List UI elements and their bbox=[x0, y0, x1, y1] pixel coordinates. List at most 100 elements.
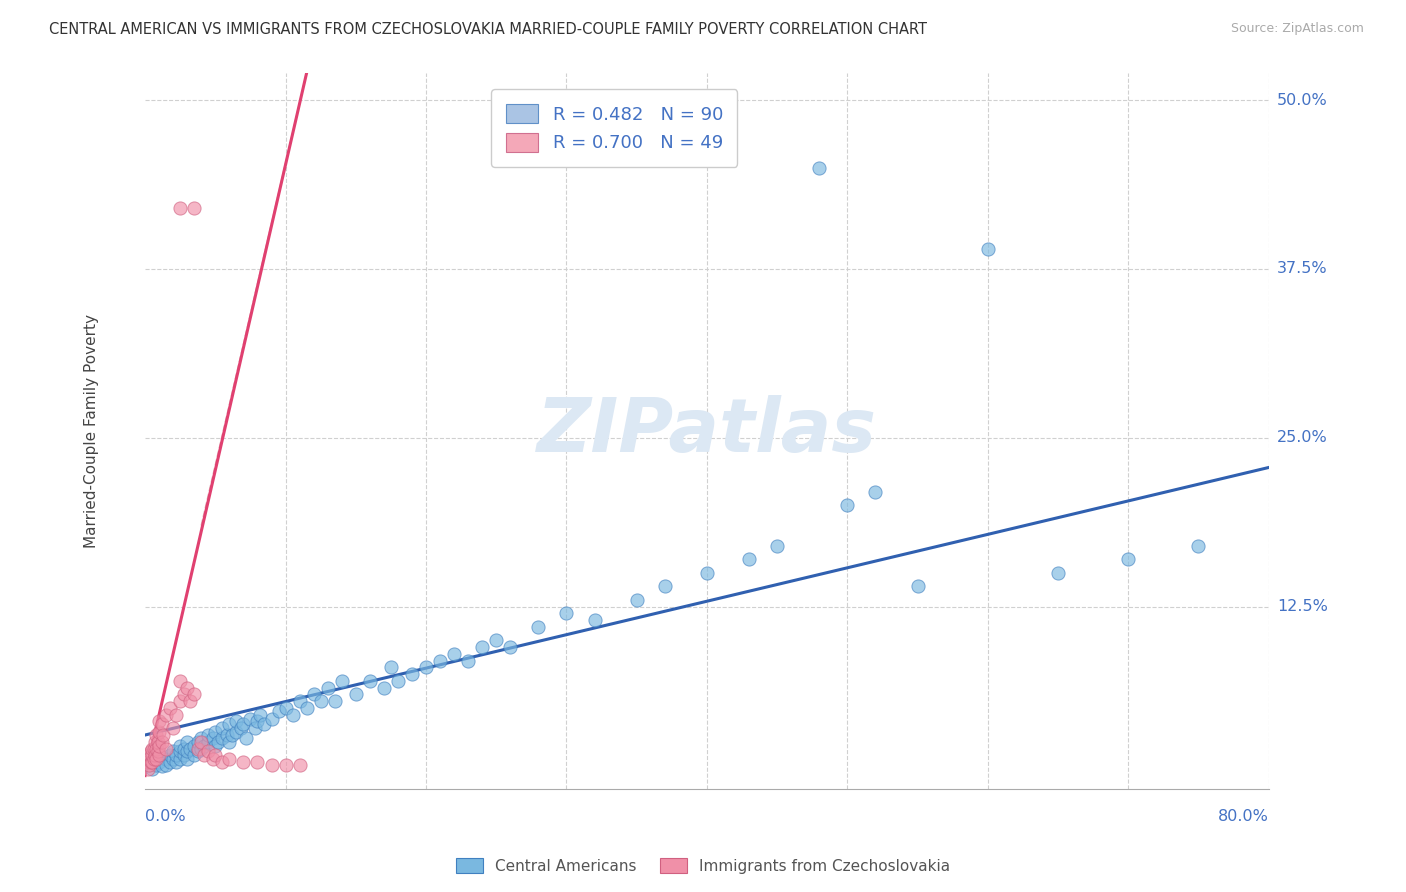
Point bbox=[162, 744, 184, 758]
Text: ZIPatlas: ZIPatlas bbox=[537, 394, 877, 467]
Point bbox=[176, 735, 198, 749]
Point bbox=[1116, 552, 1139, 566]
Point bbox=[274, 701, 297, 715]
Point bbox=[977, 242, 1000, 256]
Point bbox=[155, 741, 177, 756]
Point bbox=[146, 744, 169, 758]
Point bbox=[288, 757, 311, 772]
Point bbox=[246, 755, 269, 769]
Point bbox=[150, 759, 173, 773]
Point bbox=[246, 714, 269, 729]
Point bbox=[187, 735, 209, 749]
Text: 0.0%: 0.0% bbox=[145, 809, 186, 824]
Point bbox=[173, 741, 195, 756]
Point bbox=[159, 755, 181, 769]
Point bbox=[169, 744, 191, 758]
Legend: R = 0.482   N = 90, R = 0.700   N = 49: R = 0.482 N = 90, R = 0.700 N = 49 bbox=[491, 89, 737, 167]
Point bbox=[148, 725, 170, 739]
Point bbox=[165, 707, 187, 722]
Point bbox=[207, 735, 229, 749]
Text: CENTRAL AMERICAN VS IMMIGRANTS FROM CZECHOSLOVAKIA MARRIED-COUPLE FAMILY POVERTY: CENTRAL AMERICAN VS IMMIGRANTS FROM CZEC… bbox=[49, 22, 927, 37]
Point bbox=[155, 752, 177, 766]
Point bbox=[146, 735, 169, 749]
Point bbox=[288, 694, 311, 708]
Point bbox=[323, 694, 346, 708]
Text: Married-Couple Family Poverty: Married-Couple Family Poverty bbox=[84, 314, 98, 548]
Point bbox=[837, 499, 859, 513]
Point bbox=[165, 755, 187, 769]
Point bbox=[865, 484, 887, 499]
Point bbox=[274, 757, 297, 772]
Point bbox=[232, 717, 254, 731]
Point bbox=[316, 681, 339, 695]
Point bbox=[221, 728, 243, 742]
Point bbox=[260, 757, 283, 772]
Point bbox=[145, 757, 167, 772]
Point bbox=[225, 725, 247, 739]
Point bbox=[204, 725, 226, 739]
Point bbox=[165, 748, 187, 763]
Point bbox=[211, 731, 233, 745]
Point bbox=[204, 748, 226, 763]
Point bbox=[141, 741, 163, 756]
Text: 50.0%: 50.0% bbox=[1277, 93, 1327, 108]
Point bbox=[457, 654, 479, 668]
Point bbox=[145, 752, 167, 766]
Point bbox=[190, 735, 212, 749]
Point bbox=[415, 660, 437, 674]
Point bbox=[330, 673, 353, 688]
Point bbox=[654, 579, 676, 593]
Point bbox=[243, 721, 266, 735]
Point bbox=[218, 735, 240, 749]
Point bbox=[138, 748, 160, 763]
Point bbox=[143, 748, 166, 763]
Point bbox=[359, 673, 381, 688]
Point bbox=[150, 735, 173, 749]
Point bbox=[162, 752, 184, 766]
Point bbox=[142, 752, 165, 766]
Point bbox=[187, 741, 209, 756]
Point bbox=[344, 688, 367, 702]
Point bbox=[141, 748, 163, 763]
Point bbox=[173, 748, 195, 763]
Point bbox=[176, 681, 198, 695]
Point bbox=[143, 735, 166, 749]
Point bbox=[193, 748, 215, 763]
Point bbox=[485, 633, 508, 648]
Point bbox=[738, 552, 761, 566]
Point bbox=[179, 694, 201, 708]
Point bbox=[159, 748, 181, 763]
Point bbox=[162, 721, 184, 735]
Point bbox=[148, 739, 170, 753]
Point bbox=[471, 640, 494, 655]
Point bbox=[626, 593, 648, 607]
Point bbox=[138, 757, 160, 772]
Point bbox=[139, 744, 162, 758]
Point bbox=[183, 201, 205, 215]
Point bbox=[152, 728, 174, 742]
Point bbox=[373, 681, 395, 695]
Point bbox=[380, 660, 402, 674]
Point bbox=[183, 688, 205, 702]
Point bbox=[197, 735, 219, 749]
Point bbox=[267, 704, 290, 718]
Point bbox=[201, 752, 224, 766]
Point bbox=[218, 717, 240, 731]
Point bbox=[527, 620, 550, 634]
Point bbox=[176, 744, 198, 758]
Point bbox=[696, 566, 718, 580]
Point bbox=[499, 640, 522, 655]
Text: 80.0%: 80.0% bbox=[1218, 809, 1268, 824]
Point bbox=[148, 748, 170, 763]
Point bbox=[766, 539, 789, 553]
Point bbox=[211, 755, 233, 769]
Point bbox=[387, 673, 409, 688]
Point bbox=[190, 741, 212, 756]
Point bbox=[401, 667, 423, 681]
Text: 37.5%: 37.5% bbox=[1277, 261, 1327, 277]
Point bbox=[555, 607, 578, 621]
Point bbox=[443, 647, 465, 661]
Point bbox=[176, 752, 198, 766]
Point bbox=[201, 731, 224, 745]
Point bbox=[197, 744, 219, 758]
